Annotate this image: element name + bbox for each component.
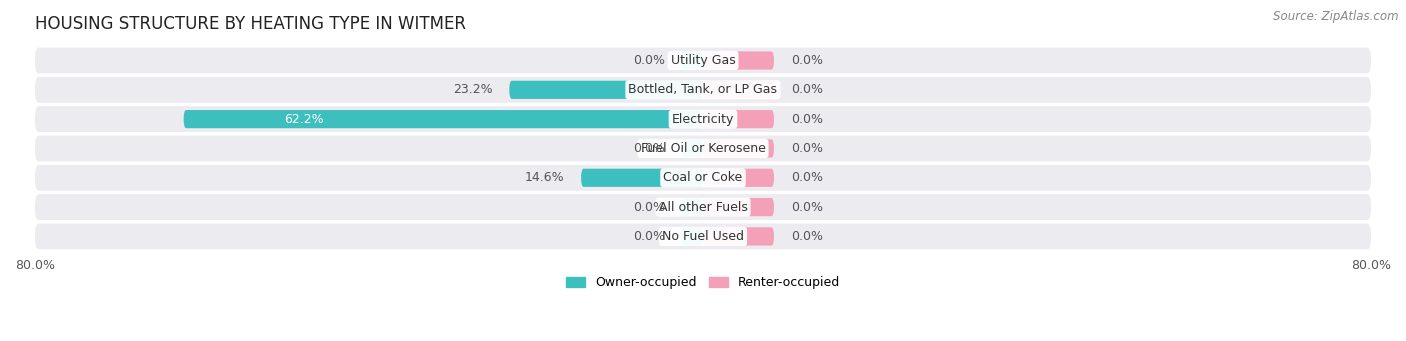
Text: Coal or Coke: Coal or Coke [664,171,742,184]
FancyBboxPatch shape [703,227,773,246]
Text: All other Fuels: All other Fuels [658,201,748,213]
Text: Bottled, Tank, or LP Gas: Bottled, Tank, or LP Gas [628,83,778,96]
FancyBboxPatch shape [682,227,703,246]
FancyBboxPatch shape [682,139,703,158]
FancyBboxPatch shape [703,198,773,216]
Text: 0.0%: 0.0% [790,142,823,155]
FancyBboxPatch shape [35,165,1371,191]
FancyBboxPatch shape [35,194,1371,220]
Text: 0.0%: 0.0% [790,171,823,184]
Text: 62.2%: 62.2% [284,113,323,125]
Text: Electricity: Electricity [672,113,734,125]
Text: 0.0%: 0.0% [634,54,665,67]
FancyBboxPatch shape [682,51,703,70]
FancyBboxPatch shape [703,51,773,70]
FancyBboxPatch shape [184,110,703,128]
FancyBboxPatch shape [35,48,1371,73]
Text: 14.6%: 14.6% [524,171,564,184]
Text: 23.2%: 23.2% [453,83,492,96]
Text: Utility Gas: Utility Gas [671,54,735,67]
Text: 0.0%: 0.0% [634,201,665,213]
FancyBboxPatch shape [682,198,703,216]
Text: 0.0%: 0.0% [790,54,823,67]
Text: 0.0%: 0.0% [634,230,665,243]
FancyBboxPatch shape [35,106,1371,132]
FancyBboxPatch shape [35,136,1371,161]
FancyBboxPatch shape [509,81,703,99]
FancyBboxPatch shape [703,110,773,128]
FancyBboxPatch shape [35,77,1371,103]
Text: No Fuel Used: No Fuel Used [662,230,744,243]
Legend: Owner-occupied, Renter-occupied: Owner-occupied, Renter-occupied [561,271,845,294]
FancyBboxPatch shape [703,169,773,187]
Text: Fuel Oil or Kerosene: Fuel Oil or Kerosene [641,142,765,155]
FancyBboxPatch shape [703,139,773,158]
Text: 0.0%: 0.0% [790,113,823,125]
Text: 0.0%: 0.0% [790,83,823,96]
FancyBboxPatch shape [703,81,773,99]
FancyBboxPatch shape [581,169,703,187]
Text: 0.0%: 0.0% [790,201,823,213]
Text: 0.0%: 0.0% [634,142,665,155]
Text: HOUSING STRUCTURE BY HEATING TYPE IN WITMER: HOUSING STRUCTURE BY HEATING TYPE IN WIT… [35,15,465,33]
FancyBboxPatch shape [35,224,1371,249]
Text: 0.0%: 0.0% [790,230,823,243]
Text: Source: ZipAtlas.com: Source: ZipAtlas.com [1274,10,1399,23]
